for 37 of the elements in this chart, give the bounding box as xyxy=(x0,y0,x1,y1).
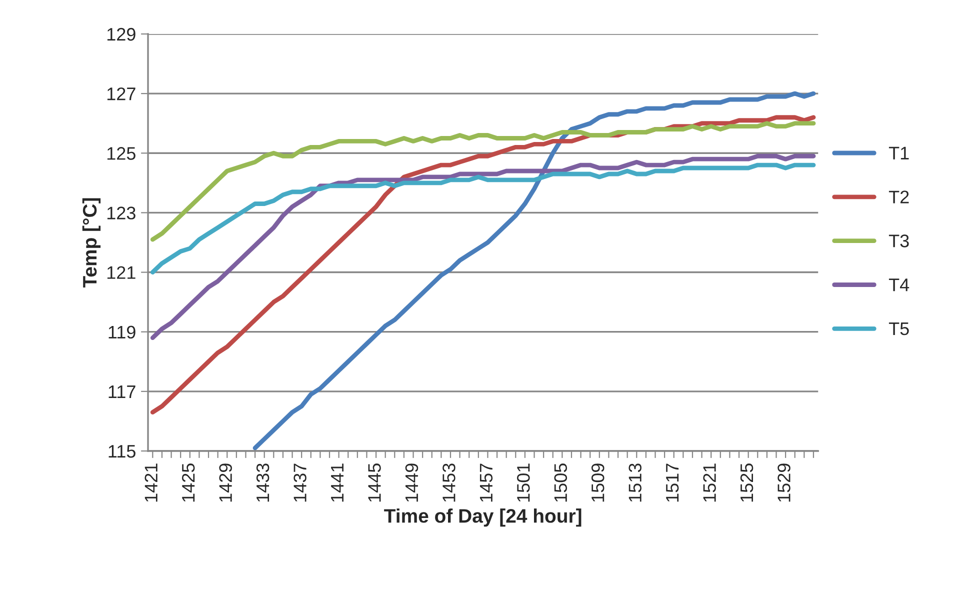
x-tick-label: 1433 xyxy=(256,464,270,502)
x-tick-label: 1445 xyxy=(368,464,381,502)
y-tick-label: 129 xyxy=(107,28,136,41)
y-tick-label: 117 xyxy=(108,386,136,398)
y-tick-label: 127 xyxy=(107,87,136,100)
line-series xyxy=(150,162,816,274)
x-tick-label: 1437 xyxy=(294,464,306,502)
legend-label: T3 xyxy=(888,234,909,248)
x-tick-label: 1429 xyxy=(219,464,232,502)
legend-label: T4 xyxy=(888,278,910,292)
y-tick-label: 123 xyxy=(107,206,136,220)
x-tick-label: 1505 xyxy=(554,464,568,502)
x-tick-label: 1517 xyxy=(666,464,679,502)
y-tick-label: 119 xyxy=(108,326,136,339)
line-series xyxy=(252,91,816,450)
x-axis-title: Time of Day [24 hour] xyxy=(384,508,582,527)
y-tick-label: 125 xyxy=(107,147,136,160)
legend-label: T2 xyxy=(888,190,909,204)
x-tick-label: 1529 xyxy=(778,464,790,502)
y-tick-label: 121 xyxy=(107,266,136,279)
x-tick-label: 1457 xyxy=(480,464,493,502)
x-tick-label: 1449 xyxy=(405,464,418,502)
legend-label: T1 xyxy=(888,146,909,160)
legend-label: T5 xyxy=(888,322,909,336)
y-tick-label: 115 xyxy=(108,445,136,458)
x-tick-label: 1513 xyxy=(628,464,642,502)
x-tick-label: 1525 xyxy=(740,464,754,502)
y-axis-title: Temp [°C] xyxy=(82,198,101,288)
x-tick-label: 1425 xyxy=(182,464,195,502)
x-tick-label: 1421 xyxy=(144,464,158,502)
line-series xyxy=(150,154,816,340)
x-tick-label: 1501 xyxy=(517,464,530,502)
x-tick-label: 1509 xyxy=(591,464,604,502)
x-tick-label: 1441 xyxy=(331,464,344,502)
x-tick-label: 1453 xyxy=(442,464,456,502)
x-tick-label: 1521 xyxy=(703,464,716,502)
line-series xyxy=(150,121,816,242)
